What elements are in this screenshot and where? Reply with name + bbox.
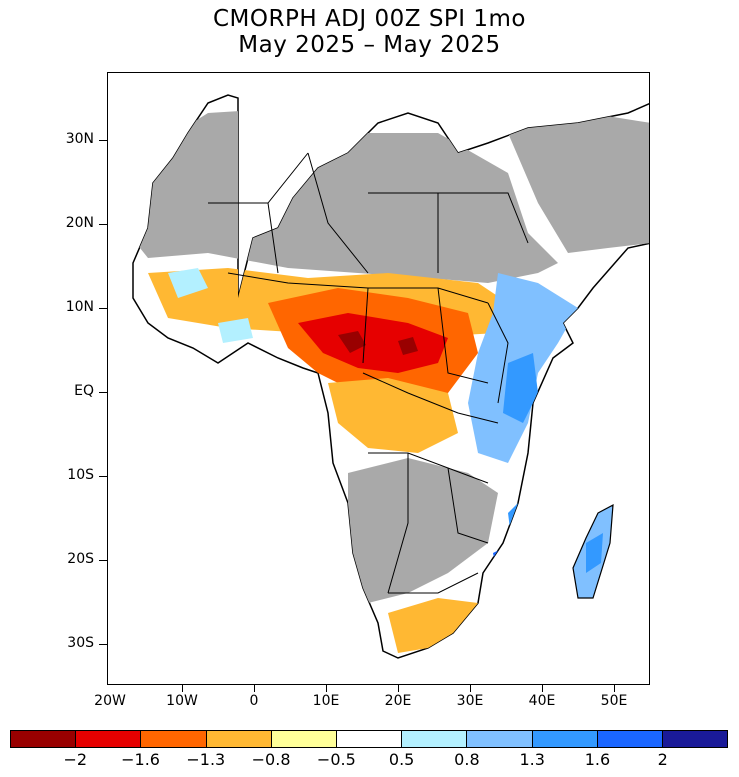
lat-label-10s: 10S	[67, 467, 94, 483]
lon-label-50e: 50E	[600, 693, 628, 709]
lon-tick	[542, 685, 543, 692]
colorbar-segment	[206, 731, 272, 747]
colorbar-label: 1.6	[584, 750, 611, 769]
colorbar-label: 2	[657, 750, 668, 769]
colorbar-label: −0.5	[316, 750, 356, 769]
lon-tick	[614, 685, 615, 692]
lat-tick	[99, 308, 107, 309]
lat-label-20s: 20S	[67, 551, 94, 567]
lon-label-0: 0	[249, 693, 259, 709]
lon-tick	[326, 685, 327, 692]
colorbar	[10, 730, 728, 748]
lat-label-eq: EQ	[74, 383, 94, 399]
spi-dry-congo	[328, 378, 458, 453]
colorbar-label: −0.8	[251, 750, 291, 769]
colorbar-segment	[532, 731, 598, 747]
colorbar-segment	[402, 731, 468, 747]
colorbar-label: −2	[63, 750, 88, 769]
lat-tick	[99, 392, 107, 393]
colorbar-label: 0.8	[454, 750, 480, 769]
lon-tick	[398, 685, 399, 692]
lon-label-30e: 30E	[456, 693, 484, 709]
africa-map-svg	[132, 94, 649, 659]
lat-label-30n: 30N	[65, 131, 94, 147]
lon-label-20w: 20W	[94, 693, 126, 709]
lon-label-10w: 10W	[166, 693, 198, 709]
lon-label-20e: 20E	[384, 693, 412, 709]
lon-tick	[470, 685, 471, 692]
colorbar-label: −1.3	[186, 750, 226, 769]
colorbar-segment	[336, 731, 403, 747]
spi-extreme-dry-spots	[338, 331, 418, 355]
lon-tick	[182, 685, 183, 692]
colorbar-segment	[467, 731, 533, 747]
lat-tick	[99, 224, 107, 225]
colorbar-label: −1.6	[121, 750, 160, 769]
lat-tick	[99, 560, 107, 561]
lon-tick	[254, 685, 255, 692]
no-data-region-south	[348, 458, 498, 603]
lat-tick	[99, 140, 107, 141]
spi-wet-west	[168, 268, 253, 343]
colorbar-label: 1.3	[519, 750, 545, 769]
spi-map	[107, 72, 650, 685]
lat-label-10n: 10N	[65, 299, 94, 315]
lat-label-30s: 30S	[67, 635, 94, 651]
country-borders	[208, 152, 529, 594]
madagascar-wet-core	[586, 533, 603, 573]
colorbar-segment	[76, 731, 142, 747]
lat-tick	[99, 644, 107, 645]
lon-label-10e: 10E	[312, 693, 340, 709]
map-title: CMORPH ADJ 00Z SPI 1mo	[212, 6, 526, 32]
no-data-region-sahara	[133, 108, 558, 283]
spi-extreme-dry-core	[298, 313, 448, 373]
spi-dry-south-africa	[388, 598, 478, 653]
lon-label-40e: 40E	[528, 693, 556, 709]
colorbar-segment	[597, 731, 663, 747]
map-subtitle-date-range: May 2025 – May 2025	[238, 32, 501, 58]
lat-tick	[99, 476, 107, 477]
colorbar-segment	[662, 731, 728, 747]
colorbar-segment	[141, 731, 207, 747]
colorbar-segment	[11, 731, 77, 747]
colorbar-segment	[271, 731, 337, 747]
lat-label-20n: 20N	[65, 215, 94, 231]
no-data-region-arabia	[508, 113, 649, 253]
colorbar-label: 0.5	[388, 750, 415, 769]
